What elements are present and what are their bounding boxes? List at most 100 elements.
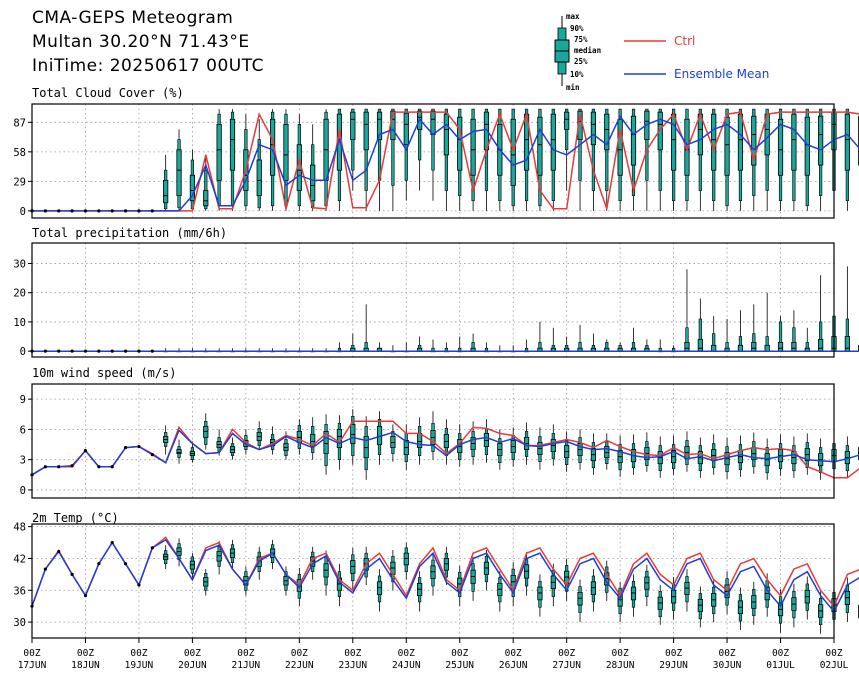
wind-mean-dot (43, 465, 47, 469)
wind-mean-dot (70, 464, 74, 468)
cloud-box-p25-p75 (350, 111, 356, 141)
x-tick-label-date: 20JUN (178, 660, 207, 671)
precip-box-p25-p75 (751, 341, 757, 352)
x-tick-label-date: 26JUN (499, 660, 528, 671)
precip-ctrl-line (32, 350, 859, 352)
precip-ytick-label: 0 (20, 346, 26, 358)
wind-ctrl-line (31, 420, 859, 479)
cloud-box-p10-p90 (418, 108, 422, 161)
temp-mean-dot (137, 583, 141, 587)
cloud-mean-dot (137, 209, 141, 213)
cloud-box-p10-p90 (645, 108, 649, 181)
cloud-box-p25-p75 (844, 113, 850, 171)
x-tick-label-date: 25JUN (445, 660, 474, 671)
temp-panel-frame (31, 523, 835, 639)
cloud-mean-dot (97, 209, 101, 213)
x-tick-label-hour: 00Z (398, 648, 415, 659)
precip-box-p25-p75 (844, 336, 850, 352)
precip-ytick-label: 30 (13, 258, 26, 270)
cloud-box-p25-p75 (363, 111, 369, 151)
x-tick-label-hour: 00Z (77, 648, 94, 659)
cloud-ytick-label: 0 (20, 206, 26, 218)
cloud-box-p25-p75 (671, 113, 677, 171)
wind-box-p25-p75 (417, 433, 423, 448)
x-tick-label-date: 17JUN (18, 660, 47, 671)
cloud-box-p25-p75 (711, 113, 717, 171)
x-tick-label-date: 29JUN (659, 660, 688, 671)
x-tick-label-hour: 00Z (130, 648, 147, 659)
temp-box-p25-p75 (350, 560, 356, 574)
cloud-box-p25-p75 (163, 179, 169, 204)
legend-box-label: median (574, 46, 601, 55)
cloud-ytick-label: 29 (13, 176, 26, 188)
temp-box-p25-p75 (443, 558, 449, 571)
legend-box-label: 75% (574, 35, 588, 44)
precip-mean-dot (97, 349, 101, 353)
cloud-box-p25-p75 (804, 116, 810, 176)
chart-title: CMA-GEPS Meteogram (32, 8, 234, 28)
x-tick-label-hour: 00Z (612, 648, 629, 659)
precip-box-p25-p75 (777, 341, 784, 352)
precip-box-p25-p75 (711, 344, 717, 352)
wind-ytick-label: 9 (20, 394, 26, 406)
cloud-box-p25-p75 (216, 123, 222, 181)
cloud-box-p10-p90 (204, 169, 208, 210)
cloud-panel-title: Total Cloud Cover (%) (32, 86, 184, 100)
cloud-mean-line (32, 114, 859, 212)
wind-box-p25-p75 (483, 433, 490, 447)
wind-box-p25-p75 (203, 425, 209, 438)
precip-mean-dot (137, 349, 141, 353)
x-tick-label-hour: 00Z (23, 648, 40, 659)
cloud-panel-frame (31, 103, 835, 219)
cloud-mean-dot (70, 209, 74, 213)
wind-mean-dot (123, 445, 128, 450)
wind-box-p25-p75 (176, 449, 182, 455)
x-tick-label-date: 30JUN (713, 660, 742, 671)
temp-box-p25-p75 (630, 586, 637, 601)
x-tick-label-date: 23JUN (338, 660, 367, 671)
cloud-box-p25-p75 (203, 190, 209, 207)
cloud-box-p25-p75 (256, 159, 262, 197)
temp-mean-dot (43, 567, 47, 571)
cloud-box-p25-p75 (229, 118, 236, 171)
cloud-box-p25-p75 (751, 115, 757, 166)
temp-box-p25-p75 (216, 551, 222, 562)
precip-box-p25-p75 (818, 339, 824, 352)
x-tick-label-hour: 00Z (718, 648, 735, 659)
precip-panel-frame (31, 242, 835, 358)
precip-ytick-label: 10 (13, 317, 26, 329)
wind-ytick-label: 6 (20, 424, 26, 436)
wind-mean-dot (137, 444, 141, 449)
precip-mean-dot (57, 349, 61, 353)
cloud-box-p25-p75 (283, 123, 289, 181)
legend-box-label: min (566, 83, 580, 92)
wind-panel-frame (31, 383, 835, 499)
cloud-box-p25-p75 (737, 113, 744, 171)
cloud-box-p25-p75 (550, 113, 556, 171)
x-tick-label-hour: 00Z (558, 648, 575, 659)
cloud-box-p10-p90 (591, 108, 595, 191)
cloud-box-p25-p75 (470, 118, 476, 176)
temp-box-p25-p75 (537, 586, 543, 601)
cloud-box-p25-p75 (791, 113, 797, 171)
title-block: CMA-GEPS Meteogram Multan 30.20°N 71.43°… (32, 6, 264, 78)
x-tick-label-date: 21JUN (232, 660, 261, 671)
cloud-mean-dot (43, 209, 47, 213)
wind-mean-dot (57, 465, 61, 469)
legend-mean-label: Ensemble Mean (674, 67, 769, 81)
x-tick-label-date: 18JUN (71, 660, 100, 671)
cloud-box-p25-p75 (537, 116, 543, 176)
x-tick-label-hour: 00Z (772, 648, 789, 659)
temp-mean-dot (123, 562, 128, 566)
temp-mean-dot (110, 540, 114, 545)
x-tick-label-hour: 00Z (505, 648, 522, 659)
temp-mean-dot (70, 572, 74, 576)
cloud-box-p25-p75 (403, 112, 409, 146)
wind-box-p25-p75 (310, 434, 316, 447)
cloud-ytick-label: 87 (13, 117, 26, 129)
precip-box-p25-p75 (697, 339, 703, 352)
temp-ytick-label: 30 (13, 617, 26, 629)
cloud-box-p10-p90 (391, 108, 395, 186)
precip-box-p25-p75 (764, 344, 770, 352)
